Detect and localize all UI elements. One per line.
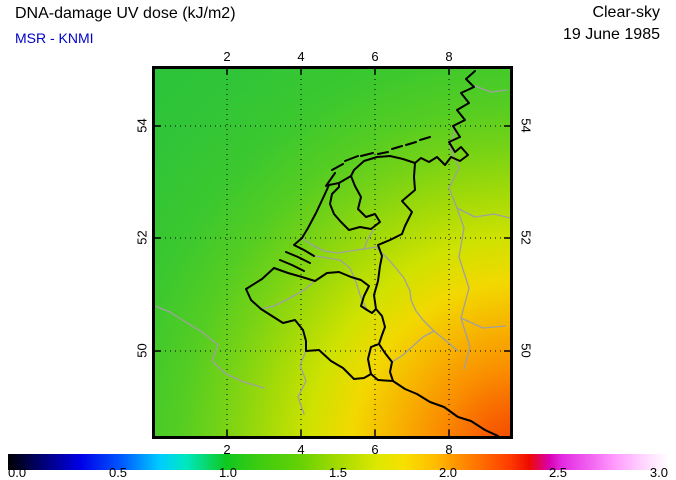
x-tick-bottom-4: 4 xyxy=(297,442,305,457)
y-tick-right-54: 54 xyxy=(518,118,534,133)
y-tick-left-50: 50 xyxy=(134,343,150,358)
figure-source: MSR - KNMI xyxy=(15,30,94,46)
colorbar-label-0.5: 0.5 xyxy=(108,465,128,480)
colorbar-label-0.0: 0.0 xyxy=(8,465,27,480)
fr-de-border xyxy=(392,380,499,436)
x-tick-bottom-2: 2 xyxy=(223,442,231,457)
colorbar-gradient xyxy=(8,454,668,470)
x-tick-top-2: 2 xyxy=(223,49,231,64)
x-tick-top-8: 8 xyxy=(445,49,453,64)
rivers-and-minor-borders xyxy=(155,85,510,415)
y-tick-left-52: 52 xyxy=(134,230,150,245)
colorbar-label-2.5: 2.5 xyxy=(548,465,568,480)
y-tick-right-50: 50 xyxy=(518,343,534,358)
axis-ticks xyxy=(155,69,510,436)
uv-dose-map xyxy=(155,69,510,436)
fr-be-border xyxy=(245,288,394,382)
nl-be-border xyxy=(301,271,370,311)
colorbar-label-2.0: 2.0 xyxy=(438,465,458,480)
colorbar-labels: 0.0 0.5 1.0 1.5 2.0 2.5 3.0 xyxy=(8,466,668,480)
y-tick-left-54: 54 xyxy=(134,118,150,133)
german-bight-coast xyxy=(414,70,476,166)
x-tick-top-6: 6 xyxy=(371,49,379,64)
lu-west-border xyxy=(367,343,380,375)
coastlines-and-borders xyxy=(245,70,499,436)
figure-title: DNA-damage UV dose (kJ/m2) xyxy=(15,5,236,22)
ijsselmeer xyxy=(329,175,381,231)
figure-date: 19 June 1985 xyxy=(563,26,660,43)
delta-islands xyxy=(273,237,315,278)
sky-condition-label: Clear-sky xyxy=(592,4,660,21)
colorbar-label-1.0: 1.0 xyxy=(218,465,238,480)
x-tick-top-4: 4 xyxy=(297,49,305,64)
belgian-coast xyxy=(245,267,275,290)
colorbar-label-1.5: 1.5 xyxy=(328,465,348,480)
map-panel xyxy=(152,66,513,439)
y-tick-right-52: 52 xyxy=(518,230,534,245)
colorbar-label-3.0: 3.0 xyxy=(649,465,668,480)
x-tick-bottom-6: 6 xyxy=(371,442,379,457)
wadden-islands xyxy=(325,136,431,187)
x-tick-bottom-8: 8 xyxy=(445,442,453,457)
nl-de-border xyxy=(366,162,416,314)
